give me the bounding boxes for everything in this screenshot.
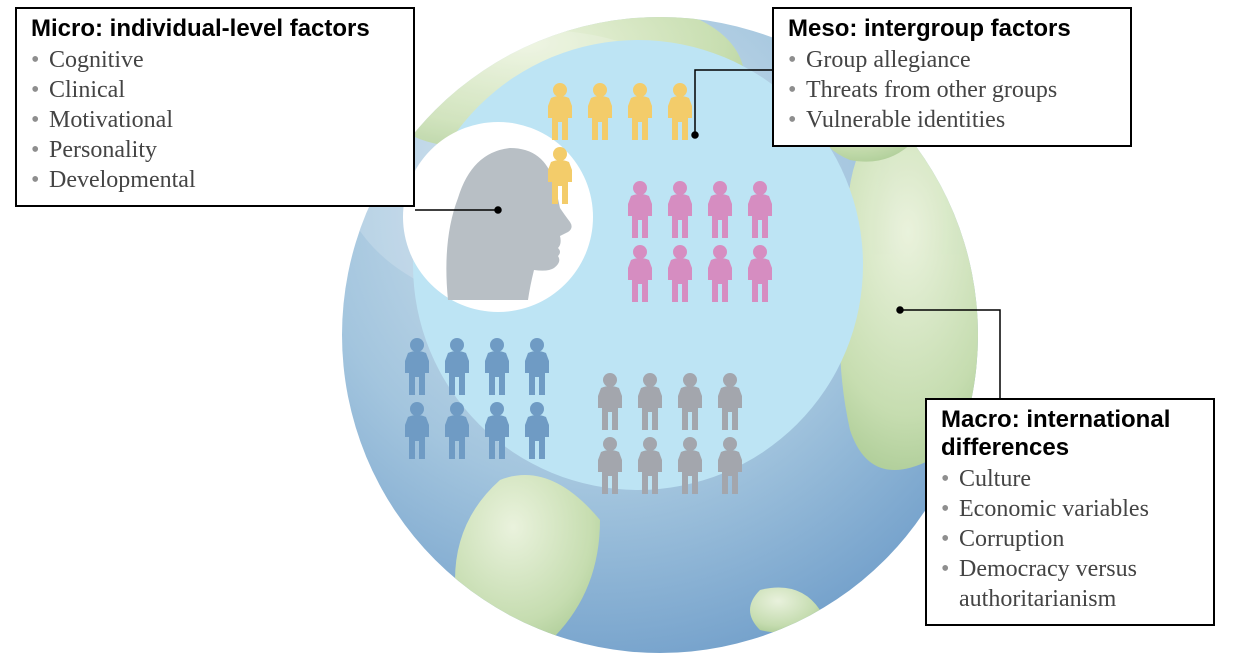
list-item: Motivational	[49, 105, 399, 135]
list-item: Developmental	[49, 165, 399, 195]
list-item: Economic variables	[959, 494, 1199, 524]
callout-micro-list: Cognitive Clinical Motivational Personal…	[31, 45, 399, 195]
list-item: Threats from other groups	[806, 75, 1116, 105]
callout-macro-list: Culture Economic variables Corruption De…	[941, 464, 1199, 614]
callout-meso-list: Group allegiance Threats from other grou…	[788, 45, 1116, 135]
callout-micro-title: Micro: individual-level factors	[31, 15, 399, 43]
list-item: Personality	[49, 135, 399, 165]
list-item: Culture	[959, 464, 1199, 494]
list-item: Cognitive	[49, 45, 399, 75]
list-item: Group allegiance	[806, 45, 1116, 75]
callout-micro: Micro: individual-level factors Cognitiv…	[15, 7, 415, 207]
list-item: Clinical	[49, 75, 399, 105]
list-item: Vulnerable identities	[806, 105, 1116, 135]
callout-macro: Macro: international differences Culture…	[925, 398, 1215, 626]
list-item: Democracy versus authoritarianism	[959, 554, 1199, 614]
callout-macro-title: Macro: international differences	[941, 406, 1199, 462]
callout-meso-title: Meso: intergroup factors	[788, 15, 1116, 43]
callout-meso: Meso: intergroup factors Group allegianc…	[772, 7, 1132, 147]
list-item: Corruption	[959, 524, 1199, 554]
diagram-stage: Micro: individual-level factors Cognitiv…	[0, 0, 1245, 653]
